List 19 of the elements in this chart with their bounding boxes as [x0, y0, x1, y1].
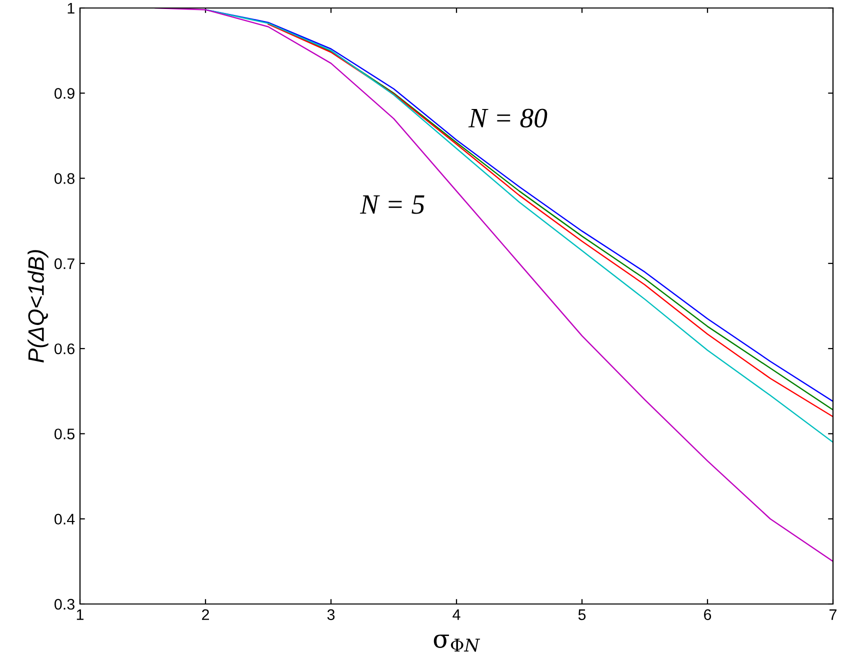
x-tick-label: 5 — [578, 609, 586, 620]
y-tick-label: 0.9 — [54, 88, 74, 99]
x-tick-label: 2 — [202, 609, 209, 620]
x-axis-title: σ$_{ΦN}$ — [434, 634, 480, 652]
y-tick-label: 0.6 — [54, 343, 74, 354]
y-tick-label: 0.7 — [54, 258, 74, 270]
annotation: N = 5 — [360, 195, 424, 214]
x-tick-label: 1 — [76, 609, 84, 620]
annotation: N = 80 — [468, 108, 548, 128]
y-axis-title: P(ΔQ<1dB) — [28, 250, 48, 362]
y-tick-label: 0.3 — [54, 598, 74, 610]
x-tick-label: 3 — [327, 609, 335, 620]
x-tick-label: 4 — [452, 609, 460, 620]
x-tick-label: 6 — [704, 609, 712, 620]
y-tick-label: 0.8 — [54, 173, 74, 184]
y-tick-label: 0.5 — [54, 428, 74, 440]
x-tick-label: 7 — [830, 609, 836, 620]
y-tick-label: 1 — [68, 3, 74, 14]
y-tick-label: 0.4 — [54, 514, 75, 525]
